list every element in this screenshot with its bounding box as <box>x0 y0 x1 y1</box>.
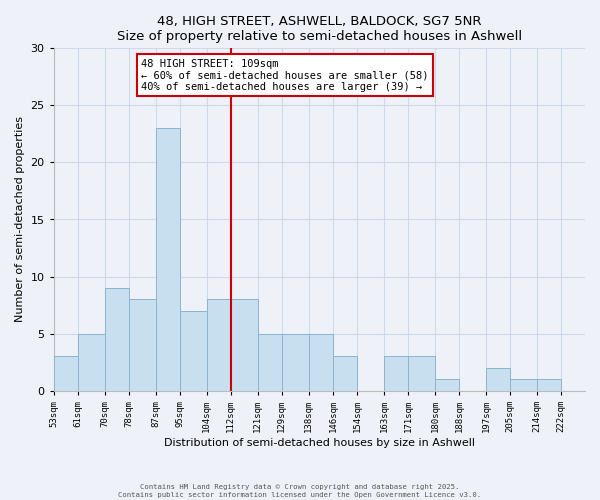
Bar <box>309 334 333 390</box>
Bar <box>510 380 537 390</box>
X-axis label: Distribution of semi-detached houses by size in Ashwell: Distribution of semi-detached houses by … <box>164 438 475 448</box>
Bar <box>258 334 282 390</box>
Bar <box>486 368 510 390</box>
Bar <box>537 380 561 390</box>
Bar <box>231 300 258 390</box>
Title: 48, HIGH STREET, ASHWELL, BALDOCK, SG7 5NR
Size of property relative to semi-det: 48, HIGH STREET, ASHWELL, BALDOCK, SG7 5… <box>117 15 522 43</box>
Bar <box>129 300 156 390</box>
Bar <box>78 334 105 390</box>
Bar <box>156 128 180 390</box>
Bar <box>180 311 207 390</box>
Y-axis label: Number of semi-detached properties: Number of semi-detached properties <box>15 116 25 322</box>
Bar <box>435 380 459 390</box>
Bar <box>54 356 78 390</box>
Bar <box>105 288 129 390</box>
Text: 48 HIGH STREET: 109sqm
← 60% of semi-detached houses are smaller (58)
40% of sem: 48 HIGH STREET: 109sqm ← 60% of semi-det… <box>142 58 429 92</box>
Bar <box>333 356 357 390</box>
Bar <box>384 356 408 390</box>
Bar <box>207 300 231 390</box>
Bar <box>408 356 435 390</box>
Bar <box>282 334 309 390</box>
Text: Contains HM Land Registry data © Crown copyright and database right 2025.
Contai: Contains HM Land Registry data © Crown c… <box>118 484 482 498</box>
